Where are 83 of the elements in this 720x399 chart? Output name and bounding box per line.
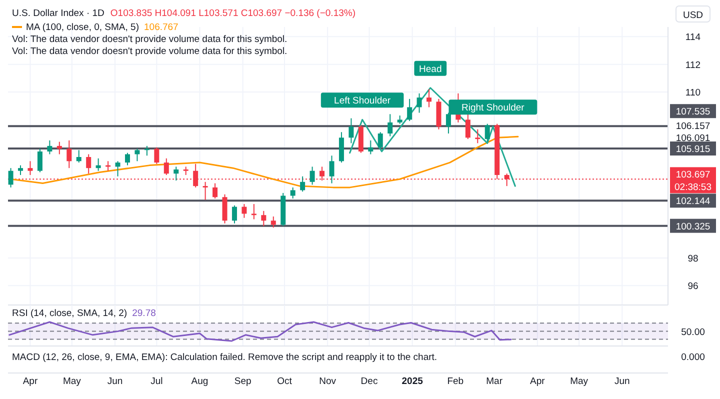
candlestick [242,204,247,218]
candlestick [310,166,315,186]
candlestick [144,145,150,156]
text: 106.157 [676,121,710,132]
annotation: Vol: The data vendor doesn't provide volume data for this symbol. [12,46,288,57]
annotation: 106.767 [144,22,178,33]
candlestick [202,181,208,200]
x-tick-label: Jul [150,376,163,387]
x-tick-label: Sep [234,376,252,387]
candlestick [232,204,237,224]
text: 50.00 [681,326,705,338]
text: O103.835 H104.091 L103.571 C103.697 −0.136 (−0.13%) [110,8,356,19]
candlestick [348,118,354,144]
candlestick [407,98,412,122]
x-tick-label: May [570,376,588,387]
candlestick [368,140,374,155]
candlestick [426,88,432,108]
candlestick [47,140,52,155]
x-tick-label: Oct [277,376,292,387]
x-tick-label: Dec [360,376,378,387]
candlestick [251,204,256,220]
x-tick-label: Aug [191,376,208,387]
annotation: Right Shoulder [461,102,524,114]
candlestick [28,160,33,176]
ref-line-label: 105.915 [676,144,710,156]
x-tick-label: Mar [486,376,503,387]
candlestick [174,166,179,182]
candlestick [329,155,334,184]
candlestick [8,168,14,188]
ref-line-label: 102.144 [676,196,710,208]
candlestick [37,148,42,173]
candlestick [261,210,266,227]
candlestick [164,158,169,176]
candlestick [66,140,72,169]
candlestick [484,123,490,142]
candlestick [416,92,422,114]
candlestick [154,146,160,164]
annotation: Vol: The data vendor doesn't provide volume data for this symbol. [12,34,288,45]
candlestick [300,176,306,192]
y-tick-label: 114 [685,32,701,44]
x-tick-label: Apr [530,376,545,387]
ref-line-label: 103.697 [676,170,710,181]
y-tick-label: 110 [685,88,701,99]
chart-title: U.S. Dollar Index · 1D [12,8,104,19]
x-tick-label: Apr [22,376,38,387]
y-tick-label: 96 [688,281,698,292]
x-tick-label: Jun [107,376,123,387]
ref-line-label: 107.535 [676,106,710,118]
text: 29.78 [132,308,156,319]
annotation: Head [419,64,442,75]
candlestick [18,164,24,176]
text: MACD (12, 26, close, 9, EMA, EMA): Calculation failed. Remove the script and reapply it to the chart. [12,352,438,363]
candlestick [378,132,383,150]
text: 106.091 [676,133,710,144]
ref-line-label: 100.325 [676,221,710,232]
candlestick [222,194,228,224]
x-tick-label: Jun [614,376,630,387]
x-tick-label: 2025 [402,376,424,387]
candlestick [475,128,480,144]
y-tick-label: 98 [688,253,698,264]
candlestick [134,148,140,162]
legend-label: MA (100, close, 0, SMA, 5) [26,22,139,33]
candlestick [115,160,120,177]
candlestick [124,152,130,166]
x-tick-label: Feb [447,376,464,387]
y-tick-label: 112 [685,60,701,71]
text: 0.000 [681,352,705,363]
y-axis-title: USD [682,10,704,21]
candlestick [56,141,62,155]
text: 02:38:53 [674,182,712,194]
candlestick [96,158,101,172]
candlestick [270,216,276,228]
candlestick [388,114,393,137]
candlestick [76,150,82,164]
annotation: Left Shoulder [334,96,391,107]
candlestick [212,182,218,199]
x-tick-label: May [62,376,82,387]
candlestick [290,186,296,199]
x-tick-label: Nov [319,376,336,387]
candlestick [338,132,344,164]
series-label: RSI (14, close, SMA, 14, 2) [12,308,128,319]
candlestick [86,154,92,174]
candlestick [465,112,470,140]
